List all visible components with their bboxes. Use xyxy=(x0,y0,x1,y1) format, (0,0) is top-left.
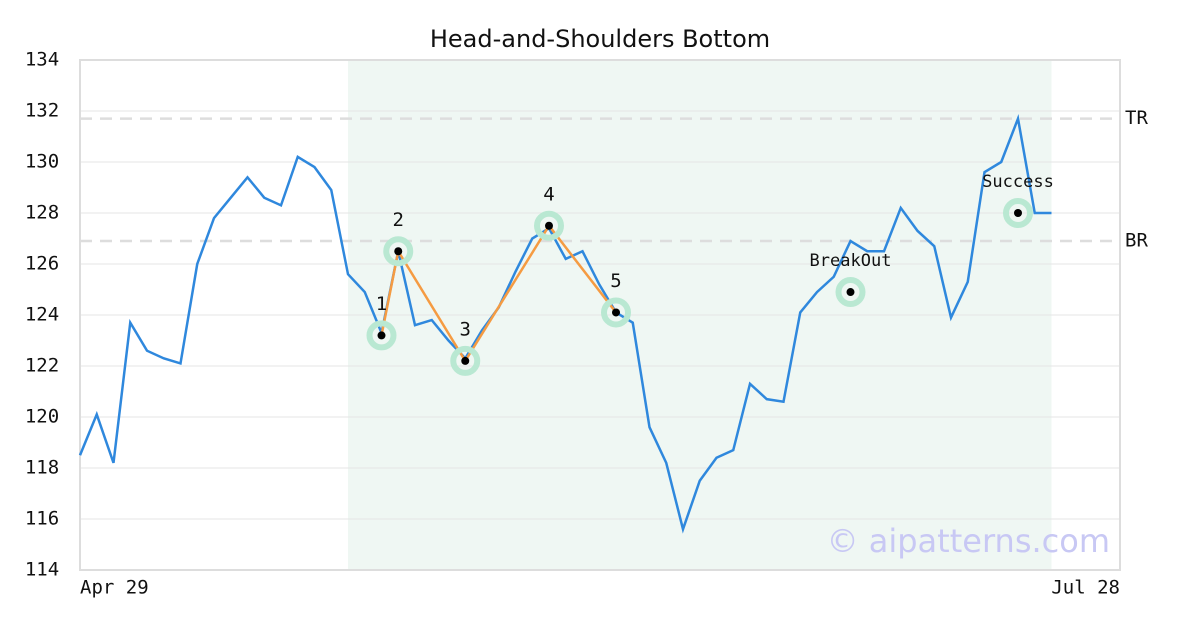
marker-label: 2 xyxy=(393,209,404,231)
marker-label: 4 xyxy=(543,183,554,205)
y-tick-label: 134 xyxy=(25,49,59,71)
x-tick-label: Apr 29 xyxy=(80,577,149,599)
marker-halo xyxy=(383,236,414,267)
y-tick-label: 132 xyxy=(25,100,59,122)
marker-dot xyxy=(377,331,386,340)
plot-frame xyxy=(79,59,1121,571)
marker-halo xyxy=(835,277,866,308)
price-line xyxy=(78,114,1052,534)
watermark: © aipatterns.com xyxy=(827,522,1110,560)
y-tick-label: 122 xyxy=(25,355,59,377)
marker-label: BreakOut xyxy=(810,251,892,271)
y-tick-label: 128 xyxy=(25,202,59,224)
marker-dot xyxy=(545,221,553,230)
marker-halo xyxy=(601,297,631,328)
marker-dot xyxy=(1014,209,1022,217)
marker-halo xyxy=(534,210,564,241)
marker-label: Success xyxy=(982,172,1054,192)
level-label: TR xyxy=(1125,107,1148,129)
marker-dot xyxy=(612,308,620,317)
marker-dot xyxy=(846,288,855,297)
marker-halo xyxy=(1003,198,1033,228)
marker-label: 1 xyxy=(376,293,387,315)
y-tick-label: 126 xyxy=(25,253,59,275)
marker-label: 5 xyxy=(610,270,621,292)
x-tick-label: Jul 28 xyxy=(1051,577,1120,599)
marker-halo xyxy=(366,320,397,351)
marker-halo xyxy=(450,345,481,376)
chart-title: Head-and-Shoulders Bottom xyxy=(430,25,770,53)
level-label: BR xyxy=(1125,230,1148,252)
y-tick-label: 120 xyxy=(25,406,59,428)
y-tick-label: 116 xyxy=(25,508,59,530)
marker-dot xyxy=(394,247,403,256)
y-tick-label: 118 xyxy=(25,457,59,479)
y-tick-label: 114 xyxy=(25,559,59,581)
marker-label: 3 xyxy=(460,318,471,340)
y-tick-label: 124 xyxy=(25,304,59,326)
y-tick-label: 130 xyxy=(25,151,59,173)
marker-dot xyxy=(461,356,470,365)
